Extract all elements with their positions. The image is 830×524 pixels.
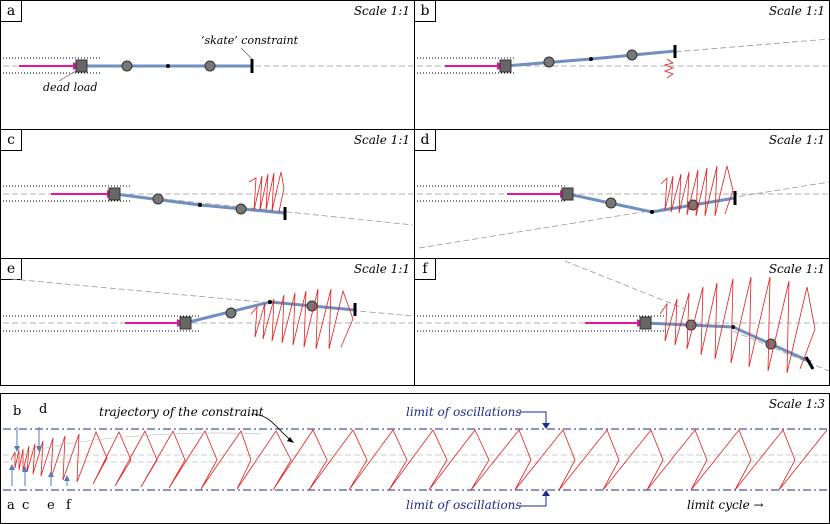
panel-a: a Scale 1:1 ‘skate’ constraint dead load [0,0,415,130]
panel-label: f [415,259,436,280]
panel-f-drawing [417,260,829,374]
skate-constraint-label: ‘skate’ constraint [201,34,299,47]
marker-a: a [7,498,15,513]
panel-bottom: Scale 1:3 trajectory of the constraint l… [0,393,830,524]
scale-label: Scale 1:1 [353,262,410,276]
scale-label: Scale 1:3 [768,397,825,411]
panel-f: f Scale 1:1 [414,258,830,386]
limit-cycle-label: limit cycle → [687,498,764,512]
panel-b-drawing [417,38,829,79]
limit-bottom-label: limit of oscillations [406,498,522,512]
panel-label: d [415,130,436,151]
marker-b: b [13,404,22,419]
scale-label: Scale 1:1 [768,262,825,276]
scale-label: Scale 1:1 [768,133,825,147]
limit-top-label: limit of oscillations [406,405,522,419]
panel-d-drawing [417,165,829,249]
marker-f: f [66,498,71,513]
scale-label: Scale 1:1 [768,4,825,18]
panel-c: c Scale 1:1 [0,129,415,259]
panel-label: b [415,1,436,22]
trajectory-label: trajectory of the constraint [99,405,264,419]
dead-load-label: dead load [43,81,98,94]
panel-e: e Scale 1:1 [0,258,415,386]
panel-d: d Scale 1:1 [414,129,830,259]
panel-a-drawing [3,47,413,82]
panel-b: b Scale 1:1 [414,0,830,130]
marker-e: e [47,498,55,513]
bottom-drawing [3,411,829,507]
marker-d: d [39,402,48,417]
scale-label: Scale 1:1 [353,133,410,147]
panel-e-drawing [3,278,414,350]
scale-label: Scale 1:1 [353,4,410,18]
panel-c-drawing [3,171,414,226]
panel-label: c [1,130,22,151]
panel-label: e [1,259,22,280]
marker-c: c [22,498,30,513]
panel-label: a [1,1,22,22]
